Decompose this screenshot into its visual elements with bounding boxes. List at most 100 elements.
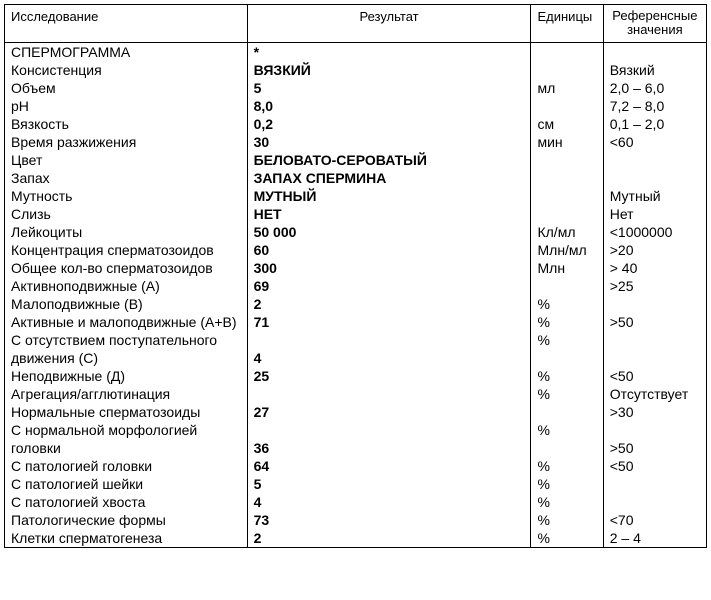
cell-test: Мутность [5,187,248,205]
cell-result: 5 [247,79,531,97]
header-ref-line2: значения [627,22,683,37]
cell-result: 30 [247,133,531,151]
cell-units: % [531,385,603,403]
table-row: ЦветБЕЛОВАТО-СЕРОВАТЫЙ [5,151,707,169]
cell-ref: <1000000 [603,223,706,241]
header-units: Единицы [531,5,603,43]
table-row: Вязкость0,2см0,1 – 2,0 [5,115,707,133]
cell-ref [603,151,706,169]
cell-ref [603,169,706,187]
cell-ref: <70 [603,511,706,529]
table-row: Активные и малоподвижные (А+В)71%>50 [5,313,707,331]
table-row: Общее кол-во сперматозоидов300Млн> 40 [5,259,707,277]
table-row: Патологические формы73%<70 [5,511,707,529]
cell-units: % [531,457,603,475]
cell-units [531,151,603,169]
cell-ref: > 40 [603,259,706,277]
cell-result: 60 [247,241,531,259]
cell-units [531,349,603,367]
cell-result: 71 [247,313,531,331]
cell-units: мин [531,133,603,151]
cell-ref: >50 [603,439,706,457]
cell-result [247,385,531,403]
cell-test: Неподвижные (Д) [5,367,248,385]
cell-test: Консистенция [5,61,248,79]
cell-result: 4 [247,493,531,511]
table-row: С патологией шейки5% [5,475,707,493]
cell-result: БЕЛОВАТО-СЕРОВАТЫЙ [247,151,531,169]
cell-units: мл [531,79,603,97]
table-row: С отсутствием поступательного% [5,331,707,349]
cell-test: Лейкоциты [5,223,248,241]
cell-units: % [531,529,603,548]
table-row: pH8,0 7,2 – 8,0 [5,97,707,115]
cell-test: Общее кол-во сперматозоидов [5,259,248,277]
cell-ref: Вязкий [603,61,706,79]
cell-test: Объем [5,79,248,97]
cell-result: МУТНЫЙ [247,187,531,205]
cell-result: 73 [247,511,531,529]
cell-result: 0,2 [247,115,531,133]
cell-units: % [531,367,603,385]
cell-test: Агрегация/агглютинация [5,385,248,403]
cell-test: Вязкость [5,115,248,133]
cell-ref: <50 [603,367,706,385]
cell-ref [603,349,706,367]
cell-test: Патологические формы [5,511,248,529]
cell-ref: <50 [603,457,706,475]
table-row: С патологией головки64%<50 [5,457,707,475]
cell-ref: 7,2 – 8,0 [603,97,706,115]
cell-test: Запах [5,169,248,187]
table-row: Неподвижные (Д)25%<50 [5,367,707,385]
cell-ref: >20 [603,241,706,259]
cell-result: 300 [247,259,531,277]
cell-test: С патологией головки [5,457,248,475]
cell-test: pH [5,97,248,115]
table-row: Лейкоциты50 000Кл/мл<1000000 [5,223,707,241]
table-row: СлизьНЕТНет [5,205,707,223]
header-ref-line1: Референсные [612,8,697,23]
cell-ref [603,331,706,349]
cell-units: % [531,331,603,349]
cell-test: Активноподвижные (А) [5,277,248,295]
cell-units: Млн [531,259,603,277]
cell-result: 2 [247,295,531,313]
cell-units: % [531,313,603,331]
cell-result [247,331,531,349]
cell-result: 4 [247,349,531,367]
table-row: Время разжижения30мин<60 [5,133,707,151]
cell-result: 69 [247,277,531,295]
cell-units: Кл/мл [531,223,603,241]
cell-ref [603,475,706,493]
table-row: КонсистенцияВЯЗКИЙВязкий [5,61,707,79]
cell-ref: >25 [603,277,706,295]
cell-units: % [531,421,603,439]
cell-result: 5 [247,475,531,493]
cell-result: 36 [247,439,531,457]
cell-units [531,61,603,79]
cell-test: С нормальной морфологией [5,421,248,439]
cell-test: Время разжижения [5,133,248,151]
table-row: Нормальные сперматозоиды27>30 [5,403,707,421]
cell-test: головки [5,439,248,457]
table-row: Концентрация сперматозоидов60Млн/мл>20 [5,241,707,259]
cell-units: % [531,511,603,529]
table-body: СПЕРМОГРАММА*КонсистенцияВЯЗКИЙВязкийОбъ… [5,42,707,547]
cell-test: С патологией хвоста [5,493,248,511]
cell-ref: 2 – 4 [603,529,706,548]
cell-test: С патологией шейки [5,475,248,493]
cell-result: * [247,42,531,61]
table-row: Агрегация/агглютинация%Отсутствует [5,385,707,403]
header-row: Исследование Результат Единицы Референсн… [5,5,707,43]
cell-units [531,439,603,457]
cell-result: 8,0 [247,97,531,115]
cell-units [531,187,603,205]
cell-ref: >30 [603,403,706,421]
cell-test: Активные и малоподвижные (А+В) [5,313,248,331]
cell-result: 50 000 [247,223,531,241]
table-row: С патологией хвоста4% [5,493,707,511]
cell-ref [603,295,706,313]
cell-test: Клетки сперматогенеза [5,529,248,548]
cell-ref: <60 [603,133,706,151]
cell-result: НЕТ [247,205,531,223]
